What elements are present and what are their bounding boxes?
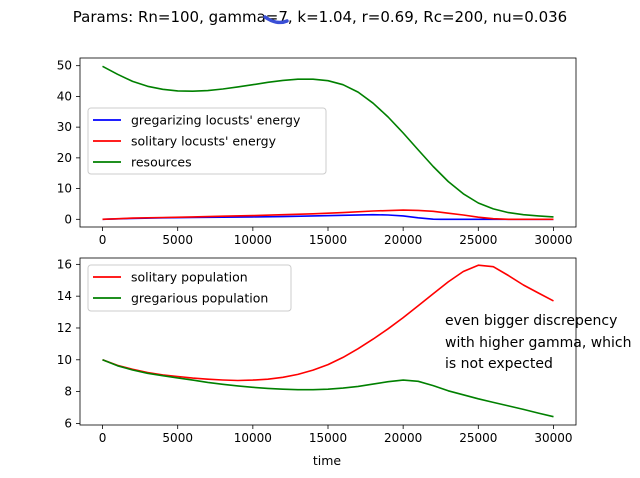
- legend: solitary population gregarious population: [87, 264, 292, 312]
- y-tick-label: 6: [64, 416, 72, 430]
- x-tick-label: 25000: [459, 431, 497, 445]
- legend-label: solitary population: [131, 270, 248, 285]
- series-line-0-2: [102, 65, 554, 218]
- figure-title: Params: Rn=100, gamma=7, k=1.04, r=0.69,…: [73, 8, 567, 26]
- x-tick-label: 20000: [384, 233, 422, 247]
- y-tick-label: 0: [64, 212, 72, 226]
- scribble-mark: [263, 15, 289, 25]
- legend-label: gregarizing locusts' energy: [131, 113, 301, 128]
- series-line-0-1: [102, 209, 554, 221]
- y-tick-label: 40: [57, 89, 72, 103]
- chart-top: 0 5000 10000 15000 20000 25000 30000 0 10 20 30 40 5…: [57, 57, 577, 247]
- y-tick-label: 14: [57, 289, 72, 303]
- y-tick-label: 10: [57, 182, 72, 196]
- series-line-1-1: [102, 359, 554, 418]
- chart-bottom: 0 5000 10000 15000 20000 25000 30000 6 8 10 12 14 16…: [57, 257, 577, 445]
- x-tick-label: 30000: [534, 233, 572, 247]
- annotation-line-2: with higher gamma, which: [445, 335, 632, 351]
- y-tick-label: 16: [57, 257, 72, 271]
- y-tick-label: 10: [57, 353, 72, 367]
- x-tick-label: 20000: [384, 431, 422, 445]
- x-tick-label: 25000: [459, 233, 497, 247]
- y-tick-label: 12: [57, 321, 72, 335]
- x-tick-label: 5000: [162, 431, 193, 445]
- legend-label: solitary locusts' energy: [131, 134, 277, 149]
- x-tick-label: 10000: [234, 431, 272, 445]
- x-tick-label: 15000: [309, 233, 347, 247]
- legend: gregarizing locusts' energy solitary locu…: [87, 107, 327, 175]
- x-tick-label: 0: [99, 431, 107, 445]
- x-tick-label: 5000: [162, 233, 193, 247]
- annotation-line-1: even bigger discrepency: [445, 313, 617, 329]
- legend-box: [87, 264, 292, 312]
- x-tick-label: 15000: [309, 431, 347, 445]
- y-tick-label: 8: [64, 385, 72, 399]
- annotation-note: even bigger discrepency with higher gamm…: [445, 313, 632, 372]
- x-axis-label: time: [313, 453, 342, 468]
- y-tick-label: 20: [57, 151, 72, 165]
- y-tick-label: 50: [57, 59, 72, 73]
- legend-label: resources: [131, 155, 192, 170]
- series-line-1-0: [102, 264, 554, 382]
- y-tick-label: 30: [57, 120, 72, 134]
- legend-box: [87, 107, 327, 175]
- legend-label: gregarious population: [131, 291, 268, 306]
- x-tick-label: 10000: [234, 233, 272, 247]
- annotation-line-3: is not expected: [445, 356, 553, 372]
- x-tick-label: 0: [99, 233, 107, 247]
- x-tick-label: 30000: [534, 431, 572, 445]
